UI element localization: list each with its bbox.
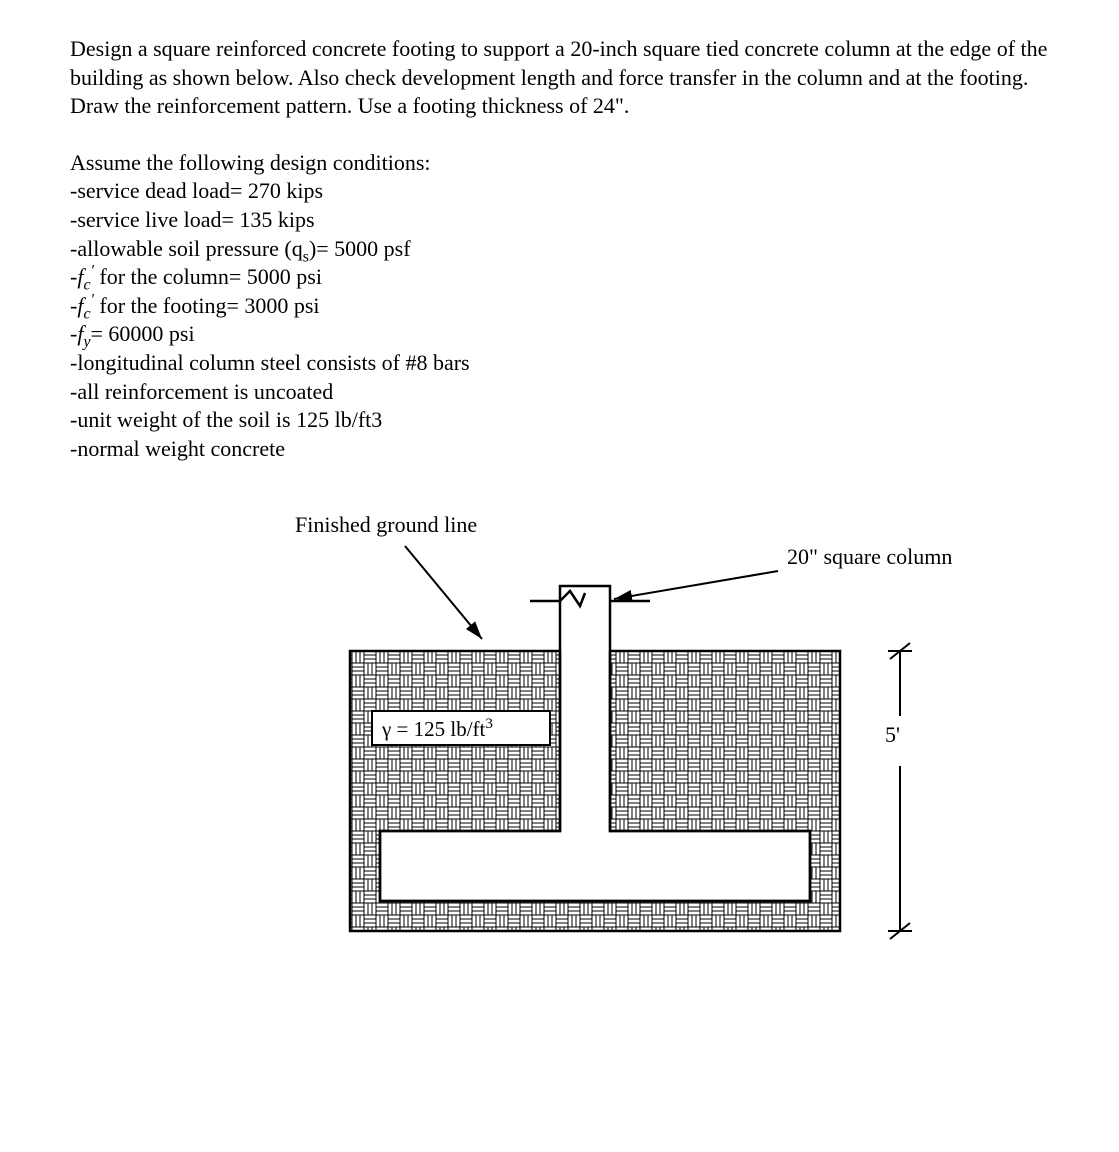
condition-dead-load: -service dead load= 270 kips bbox=[70, 177, 1049, 206]
problem-statement: Design a square reinforced concrete foot… bbox=[70, 35, 1049, 121]
condition-soil-weight: -unit weight of the soil is 125 lb/ft3 bbox=[70, 406, 1049, 435]
condition-uncoated: -all reinforcement is uncoated bbox=[70, 378, 1049, 407]
condition-column-steel: -longitudinal column steel consists of #… bbox=[70, 349, 1049, 378]
condition-fc-footing: -fc' for the footing= 3000 psi bbox=[70, 292, 1049, 321]
arrow-column bbox=[614, 571, 778, 599]
condition-concrete: -normal weight concrete bbox=[70, 435, 1049, 464]
design-conditions: Assume the following design conditions: … bbox=[70, 149, 1049, 464]
soil-region bbox=[350, 651, 840, 931]
condition-soil-pressure: -allowable soil pressure (qs)= 5000 psf bbox=[70, 235, 1049, 264]
arrow-ground bbox=[405, 546, 482, 639]
footing-figure: Finished ground line 20" square column 5… bbox=[220, 511, 1020, 961]
condition-fy: -fy= 60000 psi bbox=[70, 320, 1049, 349]
conditions-header: Assume the following design conditions: bbox=[70, 149, 1049, 178]
condition-live-load: -service live load= 135 kips bbox=[70, 206, 1049, 235]
label-gamma: γ = 125 lb/ft3 bbox=[382, 716, 493, 743]
condition-fc-column: -fc' for the column= 5000 psi bbox=[70, 263, 1049, 292]
dimension-depth bbox=[888, 643, 912, 939]
figure-svg bbox=[220, 531, 1020, 961]
